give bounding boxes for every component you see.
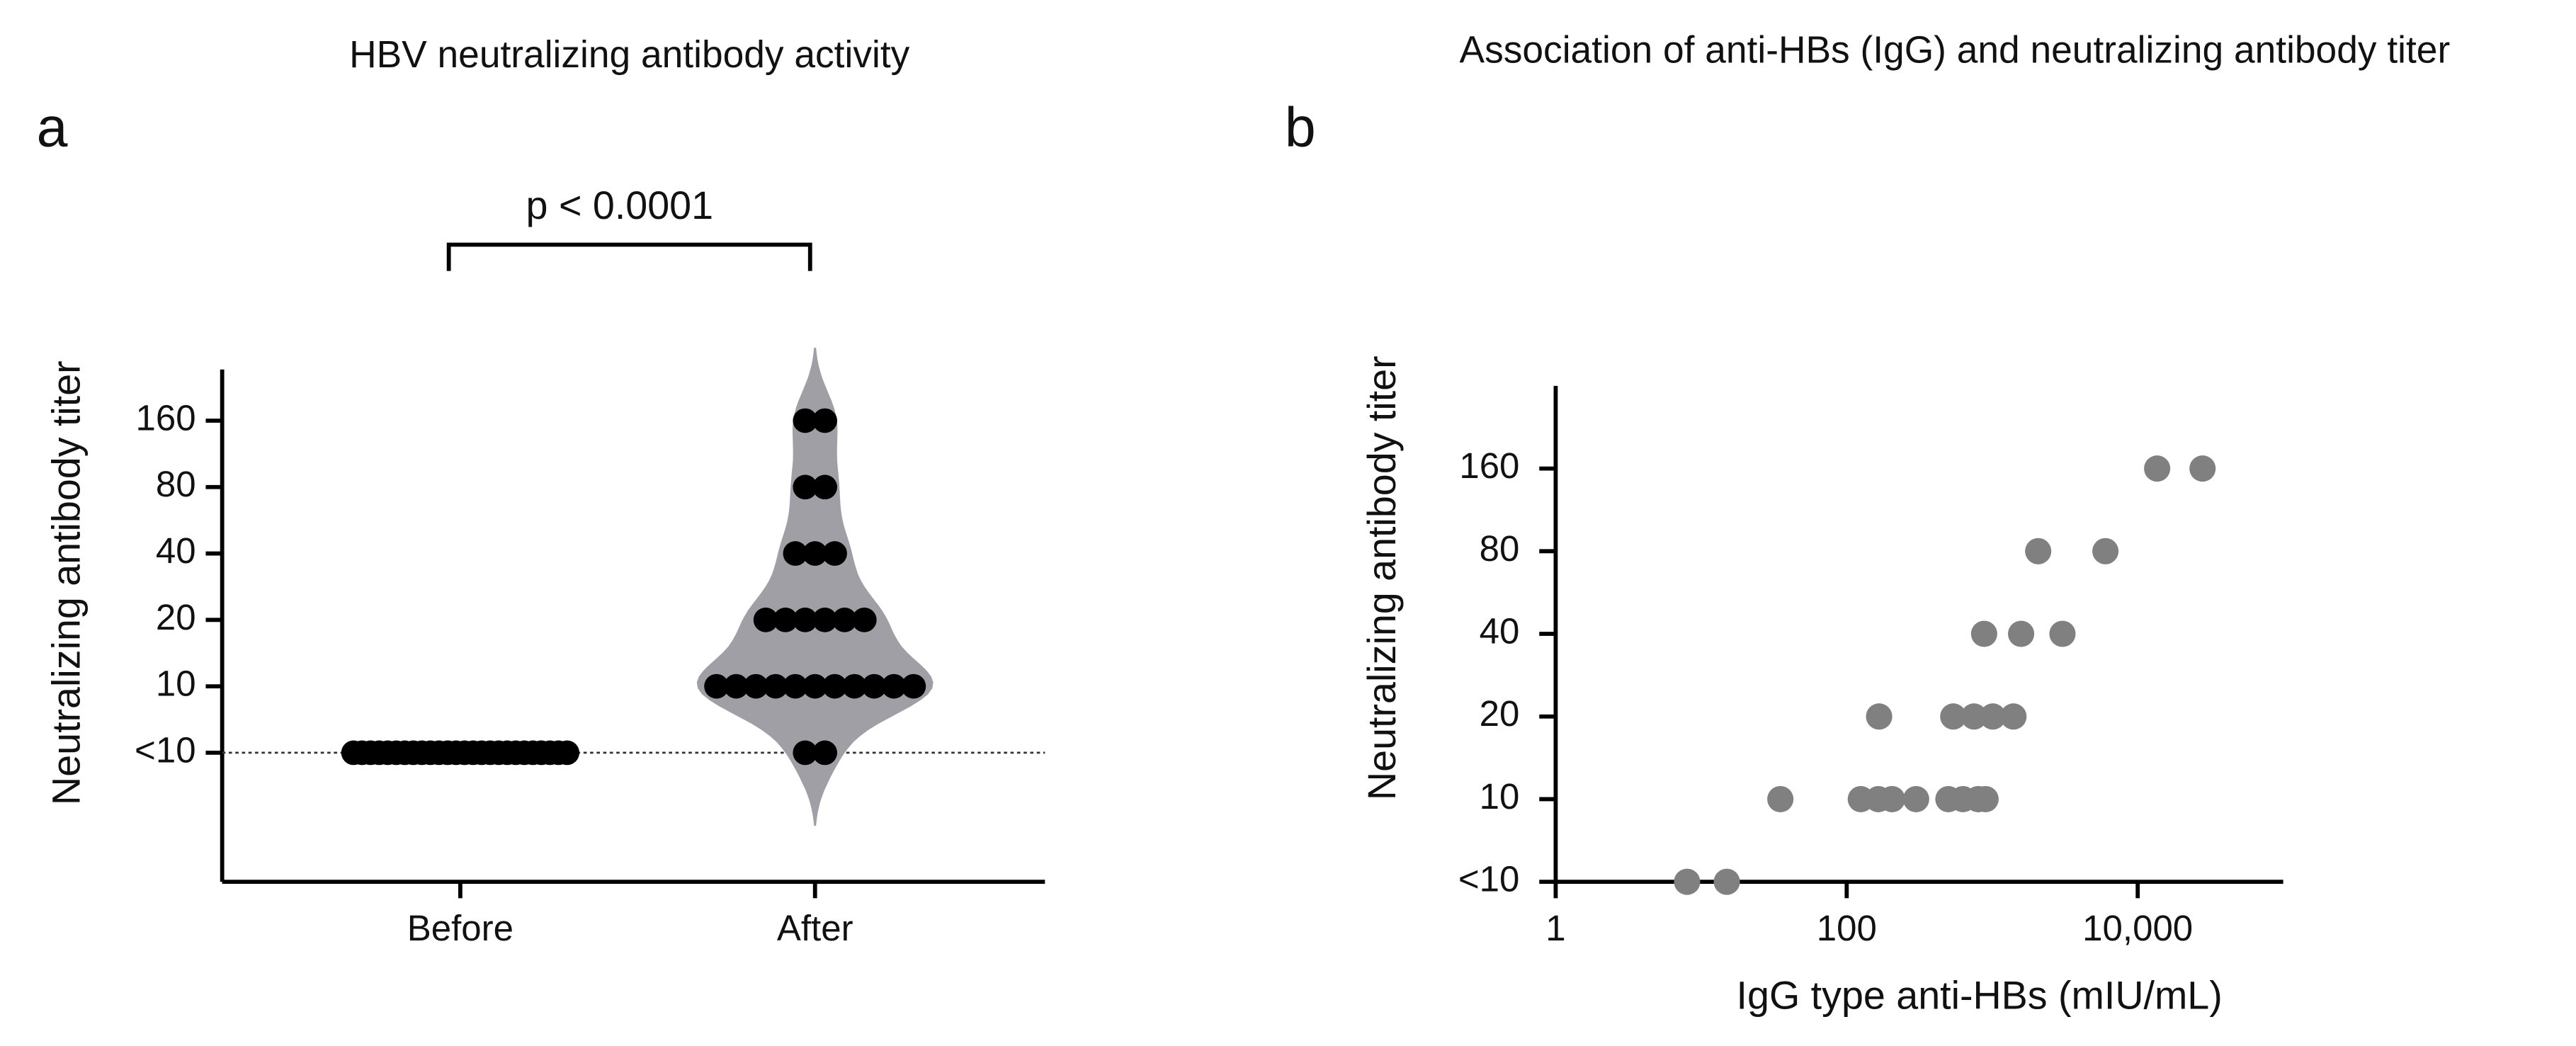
y-tick-label: 20	[1480, 693, 1520, 734]
dot	[773, 607, 798, 632]
significance-bracket	[446, 242, 812, 271]
x-axis-label: IgG type anti-HBs (mIU/mL)	[1737, 973, 2223, 1017]
dot	[802, 673, 828, 699]
x-tick-label: 100	[1817, 908, 1877, 948]
x-tick-label: 1	[1545, 908, 1565, 948]
dot	[763, 673, 788, 699]
dot	[832, 607, 857, 632]
y-axis-label: Neutralizing antibody titer	[45, 360, 89, 805]
chart-title: Association of anti-HBs (IgG) and neutra…	[1460, 29, 2451, 71]
point	[1713, 868, 1740, 895]
dot	[793, 408, 818, 433]
y-tick-label: 20	[156, 597, 196, 637]
point	[1878, 785, 1905, 812]
y-axis-label: Neutralizing antibody titer	[1360, 356, 1404, 800]
point	[1970, 620, 1997, 647]
dot	[812, 474, 838, 500]
dot	[783, 541, 808, 566]
dot	[851, 607, 877, 632]
dot	[822, 673, 847, 699]
y-tick-label: 10	[1480, 776, 1520, 817]
dot	[743, 673, 768, 699]
dot	[861, 673, 887, 699]
violin	[696, 347, 934, 826]
dot	[793, 607, 818, 632]
point	[2189, 455, 2216, 482]
point	[1961, 703, 1987, 730]
dot	[822, 541, 847, 566]
dot	[793, 740, 818, 766]
point	[1940, 703, 1967, 730]
dot	[783, 673, 808, 699]
point	[2008, 620, 2035, 647]
y-tick-label: 40	[1480, 610, 1520, 651]
dot	[704, 673, 729, 699]
y-tick-label: 80	[156, 464, 196, 504]
dot	[793, 474, 818, 500]
point	[2000, 703, 2027, 730]
annotation: p < 0.0001	[526, 183, 713, 227]
chart-title: HBV neutralizing antibody activity	[349, 34, 910, 76]
y-tick-label: 160	[135, 397, 195, 438]
x-tick-label: Before	[407, 908, 514, 948]
x-tick-label: 10,000	[2082, 908, 2193, 948]
point	[1767, 785, 1794, 812]
dot	[881, 673, 907, 699]
point	[1674, 868, 1701, 895]
x-tick-label: After	[777, 908, 853, 948]
dot	[555, 740, 579, 766]
panel-label: a	[37, 96, 68, 158]
y-tick-label: <10	[135, 729, 196, 770]
y-tick-label: 40	[156, 530, 196, 571]
dot	[724, 673, 749, 699]
point	[1972, 785, 1999, 812]
y-tick-label: 10	[156, 664, 196, 704]
dot	[753, 607, 778, 632]
point	[2092, 538, 2119, 564]
dot	[901, 673, 926, 699]
point	[1980, 703, 2007, 730]
dot	[812, 607, 838, 632]
dot	[812, 408, 838, 433]
y-tick-label: 160	[1459, 445, 1519, 486]
y-tick-label: 80	[1480, 528, 1520, 569]
point	[1902, 785, 1929, 812]
point	[2144, 455, 2171, 482]
point	[1866, 703, 1893, 730]
point	[2049, 620, 2076, 647]
dot	[802, 541, 828, 566]
dot	[841, 673, 867, 699]
panel-label: b	[1285, 96, 1316, 158]
y-tick-label: <10	[1458, 859, 1520, 899]
dot	[812, 740, 838, 766]
point	[2025, 538, 2052, 564]
